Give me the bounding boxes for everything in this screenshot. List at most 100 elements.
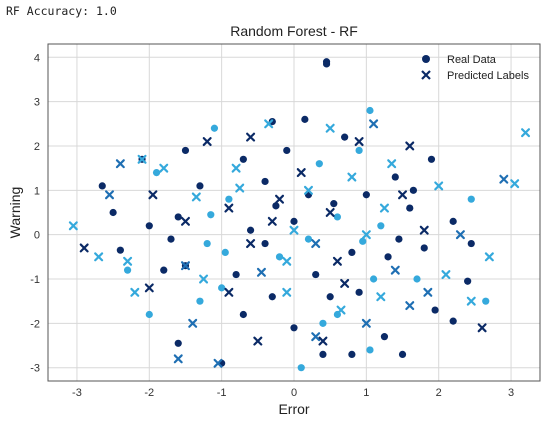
chart-title: Random Forest - RF xyxy=(230,23,358,39)
real-data-point xyxy=(268,293,276,301)
y-axis-label: Warning xyxy=(7,187,23,239)
real-data-point xyxy=(261,239,269,248)
real-data-point xyxy=(109,208,117,217)
predicted-point xyxy=(361,230,371,240)
predicted-point xyxy=(275,194,285,204)
predicted-point xyxy=(398,190,408,200)
real-data-point xyxy=(152,168,161,177)
real-data-point xyxy=(482,297,490,305)
predicted-point xyxy=(137,154,147,164)
predicted-point xyxy=(173,354,183,364)
predicted-point xyxy=(115,159,125,169)
grid-lines xyxy=(48,44,540,381)
predicted-point xyxy=(224,203,234,213)
predicted-point xyxy=(180,261,190,271)
predicted-point xyxy=(256,267,266,277)
x-tick-label: -2 xyxy=(144,387,154,399)
real-data-point xyxy=(232,270,240,279)
real-data-point xyxy=(355,146,363,155)
real-data-point xyxy=(319,350,327,358)
real-data-point xyxy=(203,239,211,248)
x-tick-labels: -3 -2 -1 0 1 2 3 xyxy=(72,387,514,399)
x-tick-label: 0 xyxy=(291,387,297,399)
real-data-point xyxy=(391,173,399,181)
real-data-point xyxy=(174,213,182,221)
legend-predicted-marker xyxy=(421,70,431,80)
predicted-point xyxy=(340,278,350,288)
real-data-point xyxy=(290,217,298,225)
real-data-point xyxy=(246,226,255,234)
real-data-point xyxy=(355,288,363,296)
predicted-point xyxy=(289,225,299,235)
predicted-point xyxy=(423,287,433,297)
real-data-point xyxy=(239,155,247,163)
real-data-point xyxy=(366,106,374,115)
predicted-point xyxy=(484,252,494,262)
predicted-point xyxy=(264,119,274,129)
predicted-point xyxy=(130,287,140,297)
predicted-point xyxy=(148,190,158,200)
predicted-point xyxy=(311,332,321,342)
y-tick-label: -2 xyxy=(30,318,40,330)
predicted-point xyxy=(336,305,346,315)
real-data-point xyxy=(297,364,305,372)
real-data-point xyxy=(359,237,367,245)
predicted-point xyxy=(224,287,234,297)
real-data-point xyxy=(395,235,403,243)
predicted-point xyxy=(434,181,444,191)
real-data-point xyxy=(341,133,349,141)
real-data-point xyxy=(123,266,132,274)
real-data-point xyxy=(312,270,320,279)
real-data-point xyxy=(362,191,370,199)
predicted-point xyxy=(499,174,509,184)
real-data-point xyxy=(333,213,342,221)
real-data-point xyxy=(348,350,356,358)
x-tick-label: 2 xyxy=(436,387,442,399)
real-data-point xyxy=(420,244,428,252)
real-data-point xyxy=(409,186,417,194)
real-data-point xyxy=(467,195,475,203)
legend-real-data-marker xyxy=(422,55,430,63)
real-data-point xyxy=(160,266,168,274)
predicted-point xyxy=(354,137,364,147)
real-data-point xyxy=(398,350,407,358)
x-tick-label: -3 xyxy=(72,387,82,399)
predicted-point xyxy=(246,132,256,142)
predicted-point xyxy=(296,168,306,178)
predicted-point xyxy=(455,230,465,240)
real-data-point xyxy=(467,239,475,248)
predicted-point xyxy=(68,221,78,231)
predicted-point xyxy=(202,137,212,147)
predicted-point xyxy=(253,336,263,346)
real-data-point xyxy=(196,182,204,190)
predicted-point xyxy=(144,283,154,293)
predicted-point xyxy=(105,190,114,200)
real-data-point xyxy=(145,310,153,319)
real-data-point xyxy=(261,177,269,186)
real-data-point xyxy=(301,115,309,123)
predicted-point xyxy=(376,292,386,302)
data-points xyxy=(68,58,531,372)
real-data-point xyxy=(116,246,124,254)
predicted-point xyxy=(267,216,277,226)
real-data-point xyxy=(348,248,356,257)
real-data-point xyxy=(377,222,385,230)
y-tick-label: 1 xyxy=(34,185,40,197)
predicted-point xyxy=(303,185,313,195)
x-tick-label: 3 xyxy=(508,387,514,399)
real-data-point xyxy=(464,277,472,285)
predicted-point xyxy=(191,192,201,202)
predicted-point xyxy=(332,256,342,266)
predicted-point xyxy=(387,159,397,169)
real-data-point xyxy=(366,346,374,354)
predicted-point xyxy=(188,318,198,328)
legend-predicted-label: Predicted Labels xyxy=(447,70,529,82)
predicted-point xyxy=(405,301,415,311)
real-data-point xyxy=(221,248,229,257)
y-tick-label: 2 xyxy=(34,141,40,153)
real-data-point xyxy=(290,324,298,332)
predicted-point xyxy=(199,274,209,284)
real-data-point xyxy=(218,284,226,292)
real-data-point xyxy=(167,235,175,243)
real-data-point xyxy=(330,200,338,208)
